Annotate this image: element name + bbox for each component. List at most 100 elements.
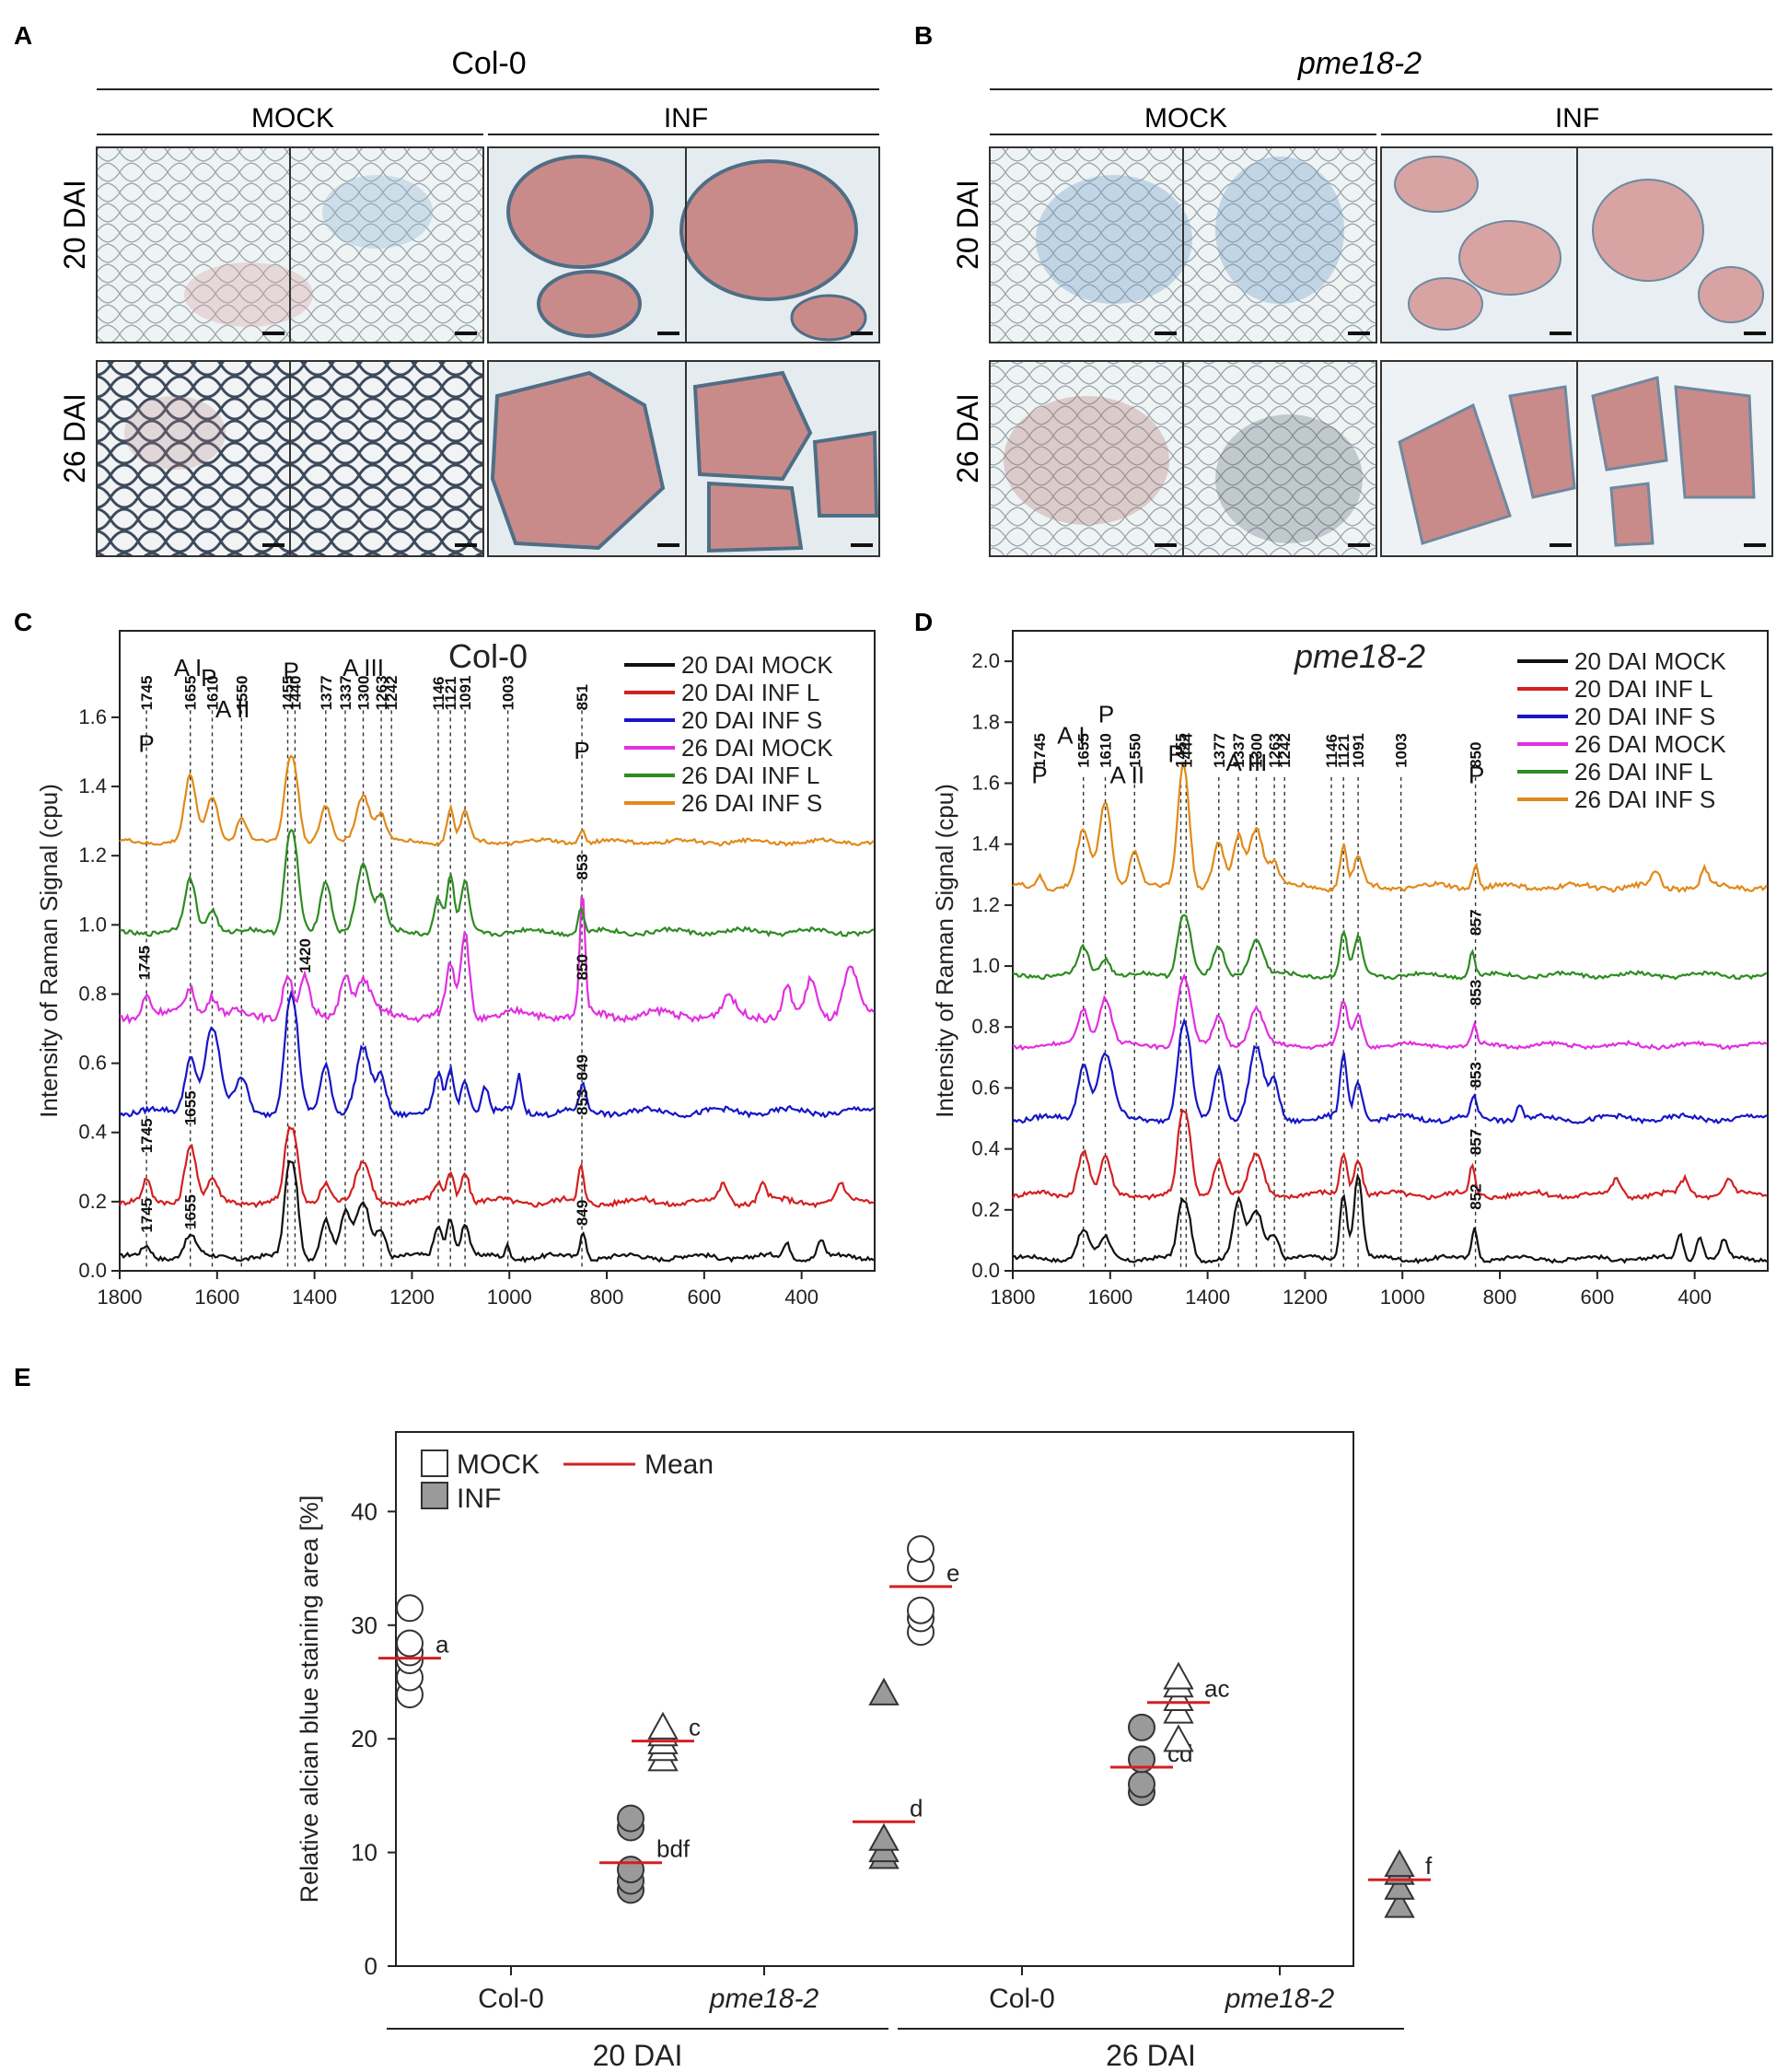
micrograph-b-26dai-mock xyxy=(989,360,1377,557)
band-assignment: A II xyxy=(215,695,250,723)
y-tick-label: 0 xyxy=(365,1952,377,1980)
band-label: 1242 xyxy=(383,676,401,711)
panel-c: C 1800 1600 1400 1200 1000 800 600 400 0.0 0.2 0.4… xyxy=(14,608,876,1309)
micrograph-a-20dai-mock xyxy=(96,146,484,343)
band-label: 1003 xyxy=(1393,733,1411,768)
peak-label: 1420 xyxy=(296,938,314,973)
band-label: 1300 xyxy=(355,676,373,711)
panel-a-label: A xyxy=(14,21,32,50)
band-label: 1550 xyxy=(1126,733,1144,768)
legend-inf-swatch xyxy=(421,1482,448,1509)
legend-label: 20 DAI INF L xyxy=(1574,675,1713,703)
data-point xyxy=(907,1596,935,1624)
y-tick-label: 10 xyxy=(351,1839,377,1867)
x-tick-label: 600 xyxy=(687,1286,721,1309)
band-label: 1610 xyxy=(204,676,222,711)
panel-a-row-20dai: 20 DAI xyxy=(58,180,91,270)
data-point xyxy=(1384,1849,1415,1878)
x-tick-label: 1600 xyxy=(1087,1286,1132,1309)
x-tick-label: 1200 xyxy=(389,1286,435,1309)
micrograph-b-20dai-inf xyxy=(1380,146,1773,343)
chart-title: pme18-2 xyxy=(1294,637,1425,675)
panel-b-title: pme18-2 xyxy=(1297,46,1422,81)
data-point xyxy=(396,1629,424,1658)
micrograph-a-26dai-mock xyxy=(96,360,484,557)
legend-mock-label: MOCK xyxy=(457,1449,540,1480)
y-tick-label: 20 xyxy=(351,1725,377,1752)
band-assignment: A I xyxy=(174,654,202,681)
significance-letter: e xyxy=(946,1559,959,1587)
y-tick-label: 30 xyxy=(351,1612,377,1639)
band-assignment: P xyxy=(1098,700,1114,728)
band-assignment: P xyxy=(1168,739,1184,767)
band-label: 1337 xyxy=(1230,733,1248,768)
band-label: 1745 xyxy=(1031,733,1049,768)
band-label: 1655 xyxy=(1075,733,1093,768)
peak-label: 852 xyxy=(1468,1183,1485,1209)
significance-letter: a xyxy=(435,1631,449,1659)
legend-label: 26 DAI INF S xyxy=(681,789,822,817)
panel-a-title: Col-0 xyxy=(451,46,526,81)
legend-label: 26 DAI INF L xyxy=(681,762,819,789)
panel-a-row-26dai: 26 DAI xyxy=(58,393,91,483)
data-point xyxy=(907,1535,935,1564)
band-label: 1550 xyxy=(233,676,250,711)
legend-label: 26 DAI INF S xyxy=(1574,786,1715,813)
band-assignment: P xyxy=(284,658,299,685)
micrograph-a-20dai-inf xyxy=(487,146,880,343)
peak-label: 1745 xyxy=(138,1198,156,1233)
band-label: 1300 xyxy=(1248,733,1266,768)
raman-chart-col0: 1800 1600 1400 1200 1000 800 600 400 0.0 0.2 0.4 0.… xyxy=(35,630,876,1309)
y-tick-label: 1.6 xyxy=(971,771,1000,794)
y-tick-label: 1.2 xyxy=(78,844,107,867)
legend-label: 26 DAI MOCK xyxy=(1574,730,1726,758)
band-label: 1263 xyxy=(373,676,390,711)
y-axis-label: Intensity of Raman Signal (cpu) xyxy=(931,784,958,1118)
data-point xyxy=(1384,1890,1415,1918)
legend-label: 20 DAI INF S xyxy=(681,706,822,734)
band-assignment: A I xyxy=(1057,721,1085,749)
peak-label: 849 xyxy=(574,1200,591,1226)
y-tick-label: 0.0 xyxy=(78,1259,107,1282)
panel-b-group-inf: INF xyxy=(1555,103,1599,134)
y-tick-label: 1.0 xyxy=(971,954,1000,977)
data-point xyxy=(396,1594,424,1623)
band-assignment: P xyxy=(1031,761,1047,788)
band-label: 1091 xyxy=(1350,733,1367,768)
x-tick-label: 1000 xyxy=(487,1286,532,1309)
peak-label: 857 xyxy=(1468,1129,1485,1155)
peak-label: 1745 xyxy=(135,946,153,981)
category-label: pme18-2 xyxy=(709,1984,819,2014)
band-assignment: A II xyxy=(1110,761,1145,788)
micrograph-b-20dai-mock xyxy=(989,146,1377,343)
panel-e: E 0 10 20 30 40 Relative alcian blue staining… xyxy=(14,1363,1433,2072)
chart-title: Col-0 xyxy=(448,637,528,675)
x-tick-label: 1800 xyxy=(98,1286,143,1309)
y-tick-label: 0.4 xyxy=(78,1121,107,1144)
legend-label: 20 DAI MOCK xyxy=(681,651,833,679)
band-label: 1455 xyxy=(1173,733,1190,768)
micrograph-a-26dai-inf xyxy=(487,360,880,557)
panel-b-group-mock: MOCK xyxy=(1144,103,1227,134)
band-label: 1440 xyxy=(286,676,304,711)
band-label: 1455 xyxy=(280,676,297,711)
spectrum-26-dai-inf-s xyxy=(119,754,875,847)
legend-label: 20 DAI INF S xyxy=(1574,703,1715,730)
spectrum-26-dai-mock xyxy=(119,896,875,1025)
band-label: 850 xyxy=(1468,742,1485,768)
spectrum-26-dai-inf-s xyxy=(1012,764,1768,894)
legend-inf-label: INF xyxy=(457,1484,501,1514)
y-tick-label: 1.6 xyxy=(78,705,107,728)
x-tick-label: 800 xyxy=(1483,1286,1517,1309)
panel-c-label: C xyxy=(14,608,32,636)
alcian-blue-scatter: 0 10 20 30 40 Relative alcian blue staining a… xyxy=(296,1431,1433,2072)
y-tick-label: 1.4 xyxy=(971,832,1000,856)
y-tick-label: 1.8 xyxy=(971,710,1000,733)
y-axis-label: Relative alcian blue staining area [%] xyxy=(296,1496,323,1903)
panel-d: D 1800 1600 1400 1200 1000 800 600 400 0.0 0.2 0.4… xyxy=(914,608,1769,1309)
significance-letter: c xyxy=(689,1714,701,1741)
peak-label: 853 xyxy=(1468,980,1485,1006)
data-point xyxy=(1128,1770,1155,1798)
data-point xyxy=(1163,1661,1194,1690)
